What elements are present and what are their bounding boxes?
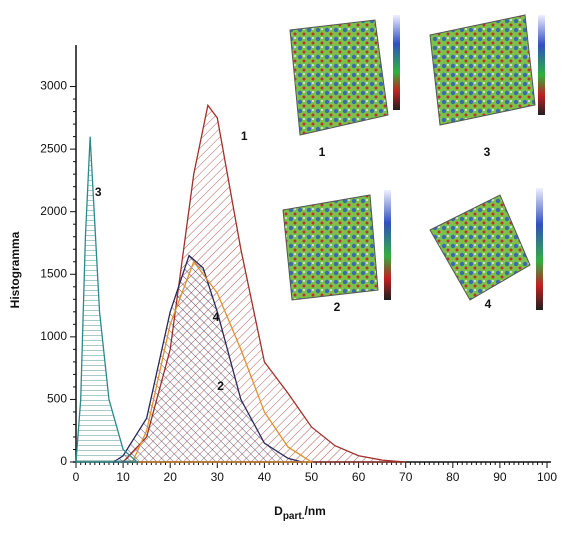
area (111, 254, 303, 463)
x-tick-label: 0 (73, 470, 80, 484)
x-tick-label: 20 (164, 470, 178, 484)
x-label-main: D (274, 504, 283, 518)
y-tick-label: 2500 (40, 141, 67, 155)
x-label-unit: /nm (305, 504, 326, 518)
x-tick-label: 30 (211, 470, 225, 484)
inset-label: 1 (319, 145, 326, 159)
x-tick-label: 100 (537, 470, 557, 484)
x-tick-label: 80 (446, 470, 460, 484)
area (75, 136, 139, 463)
x-tick-label: 50 (305, 470, 319, 484)
y-tick-label: 1000 (40, 329, 67, 343)
inset-label: 4 (485, 297, 492, 311)
x-tick-label: 10 (116, 470, 130, 484)
afm-insets: 1 3 2 4 (282, 14, 545, 314)
x-axis-label: Dpart./nm (274, 504, 326, 521)
x-label-sub: part. (283, 511, 305, 522)
inset-label: 2 (334, 300, 341, 314)
series-label: 3 (95, 185, 102, 199)
inset-label: 3 (484, 145, 491, 159)
x-tick-label: 90 (493, 470, 507, 484)
y-tick-label: 500 (47, 392, 67, 406)
x-tick-label: 70 (399, 470, 413, 484)
series-label: 4 (213, 310, 220, 324)
area (131, 260, 314, 463)
y-tick-label: 3000 (40, 79, 67, 93)
y-axis-label: Histogramma (8, 231, 22, 308)
y-tick-label: 0 (60, 454, 67, 468)
x-tick-label: 40 (258, 470, 272, 484)
series-label: 2 (217, 379, 224, 393)
x-tick-label: 60 (352, 470, 366, 484)
series-label: 1 (241, 129, 248, 143)
y-tick-label: 2000 (40, 204, 67, 218)
y-tick-label: 1500 (40, 266, 67, 280)
